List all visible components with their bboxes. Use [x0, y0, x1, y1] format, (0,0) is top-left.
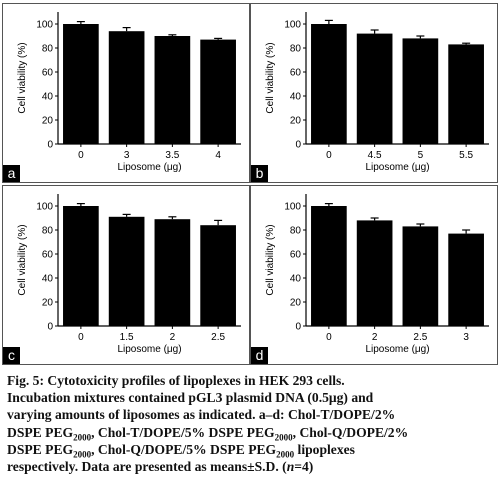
x-tick-label: 0 — [78, 332, 84, 343]
x-tick-label: 0 — [326, 150, 332, 161]
bar — [63, 206, 99, 326]
y-tick-label: 40 — [42, 274, 54, 285]
caption-italic-n: n — [286, 459, 295, 475]
caption-text: respectively. Data are presented as mean… — [7, 459, 287, 475]
y-tick-label: 60 — [290, 250, 302, 261]
y-axis-label: Cell viability (%) — [17, 42, 28, 113]
x-axis-label: Liposome (μg) — [365, 344, 429, 355]
x-tick-label: 2.5 — [413, 332, 427, 343]
panel-c-chart: 0 20 40 60 80 100 0 1.5 2 2.5 Liposome (μg) Cell vi… — [17, 194, 241, 355]
y-tick-label: 80 — [42, 44, 54, 55]
x-tick-label: 5 — [418, 150, 424, 161]
y-tick-label: 100 — [284, 202, 301, 213]
x-tick-label: 3 — [463, 332, 469, 343]
bar — [200, 225, 236, 326]
y-tick-label: 0 — [295, 322, 301, 333]
y-tick-label: 60 — [42, 250, 54, 261]
y-tick-label: 20 — [42, 298, 54, 309]
caption-text: DSPE PEG — [7, 441, 74, 457]
caption-text: , Chol-Q/DOPE/2% — [292, 424, 409, 440]
x-tick-label: 1.5 — [120, 332, 134, 343]
y-tick-label: 100 — [36, 20, 53, 31]
caption-line-5: DSPE PEG2000, Chol-Q/DOPE/5% DSPE PEG200… — [7, 441, 495, 460]
y-tick-label: 0 — [47, 140, 53, 151]
panel-b-chart: 0 20 40 60 80 100 0 4.5 5 5.5 Liposome (μg) Cell vi… — [265, 12, 489, 173]
y-tick-label: 60 — [290, 68, 302, 79]
x-axis-label: Liposome (μg) — [365, 162, 429, 173]
caption-text: lipoplexes — [294, 441, 355, 457]
y-tick-label: 0 — [295, 140, 301, 151]
bar — [108, 31, 145, 145]
panel-a: 0 20 40 60 80 100 0 3 3.5 4 Liposome (μg) Cell viab… — [2, 3, 250, 183]
bar — [311, 24, 347, 144]
x-tick-label: 2 — [170, 332, 176, 343]
panel-b: 0 20 40 60 80 100 0 4.5 5 5.5 Liposome (μg) Cell vi… — [250, 3, 498, 183]
caption-title: Fig. 5: Cytotoxicity profiles of lipople… — [7, 373, 345, 388]
caption-text: , Chol-Q/DOPE/5% DSPE PEG — [91, 441, 277, 457]
y-tick-label: 40 — [290, 92, 302, 103]
y-axis-label: Cell viability (%) — [265, 42, 276, 113]
bar — [402, 38, 439, 144]
y-tick-label: 40 — [42, 92, 54, 103]
panel-c: 0 20 40 60 80 100 0 1.5 2 2.5 Liposome (μg) Cell vi… — [2, 185, 250, 365]
bar — [402, 226, 439, 326]
x-tick-label: 0 — [78, 150, 84, 161]
caption-subscript: 2000 — [73, 432, 92, 443]
y-axis-label: Cell viability (%) — [17, 224, 28, 295]
y-tick-label: 60 — [42, 68, 54, 79]
panel-a-chart: 0 20 40 60 80 100 0 3 3.5 4 Liposome (μg) Cell viab… — [17, 12, 241, 173]
bar — [356, 33, 393, 144]
x-axis-label: Liposome (μg) — [117, 344, 181, 355]
y-tick-label: 20 — [290, 298, 302, 309]
panel-b-label: b — [251, 165, 268, 182]
figure-caption: Fig. 5: Cytotoxicity profiles of lipople… — [7, 372, 495, 475]
bar — [356, 220, 393, 326]
x-tick-label: 2 — [372, 332, 378, 343]
bar — [200, 39, 236, 144]
x-tick-label: 0 — [326, 332, 332, 343]
panel-d-chart: 0 20 40 60 80 100 0 2 2.5 3 Liposome (μg) Cell viab… — [265, 194, 489, 355]
panel-a-label: a — [3, 165, 20, 182]
caption-line-3: varying amounts of liposomes as indicate… — [7, 407, 396, 423]
panel-d: 0 20 40 60 80 100 0 2 2.5 3 Liposome (μg) Cell viab… — [250, 185, 498, 365]
y-tick-label: 100 — [36, 202, 53, 213]
bar — [63, 24, 99, 144]
caption-text: =4) — [294, 459, 314, 475]
caption-line-2: Incubation mixtures contained pGL3 plasm… — [7, 390, 374, 406]
y-tick-label: 80 — [290, 226, 302, 237]
caption-subscript: 2000 — [276, 449, 295, 460]
bar — [154, 36, 191, 144]
x-tick-label: 3.5 — [165, 150, 179, 161]
x-axis-label: Liposome (μg) — [117, 162, 181, 173]
bar — [154, 219, 191, 326]
y-tick-label: 100 — [284, 20, 301, 31]
caption-subscript: 2000 — [73, 449, 92, 460]
caption-line-6: respectively. Data are presented as mean… — [7, 458, 495, 475]
y-tick-label: 20 — [42, 116, 54, 127]
x-tick-label: 2.5 — [211, 332, 225, 343]
x-tick-label: 3 — [124, 150, 130, 161]
panel-d-label: d — [251, 347, 268, 364]
y-tick-label: 80 — [42, 226, 54, 237]
x-tick-label: 5.5 — [459, 150, 473, 161]
x-tick-label: 4.5 — [368, 150, 382, 161]
y-tick-label: 80 — [290, 44, 302, 55]
x-tick-label: 4 — [215, 150, 221, 161]
caption-subscript: 2000 — [274, 432, 293, 443]
caption-text: DSPE PEG — [7, 424, 74, 440]
bar — [448, 44, 484, 144]
y-axis-label: Cell viability (%) — [265, 224, 276, 295]
bar — [448, 233, 484, 326]
y-tick-label: 0 — [47, 322, 53, 333]
panel-c-label: c — [3, 347, 20, 364]
y-tick-label: 20 — [290, 116, 302, 127]
bar — [108, 216, 145, 326]
caption-line-4: DSPE PEG2000, Chol-T/DOPE/5% DSPE PEG200… — [7, 424, 495, 443]
y-tick-label: 40 — [290, 274, 302, 285]
bar — [311, 206, 347, 326]
caption-text: , Chol-T/DOPE/5% DSPE PEG — [91, 424, 275, 440]
